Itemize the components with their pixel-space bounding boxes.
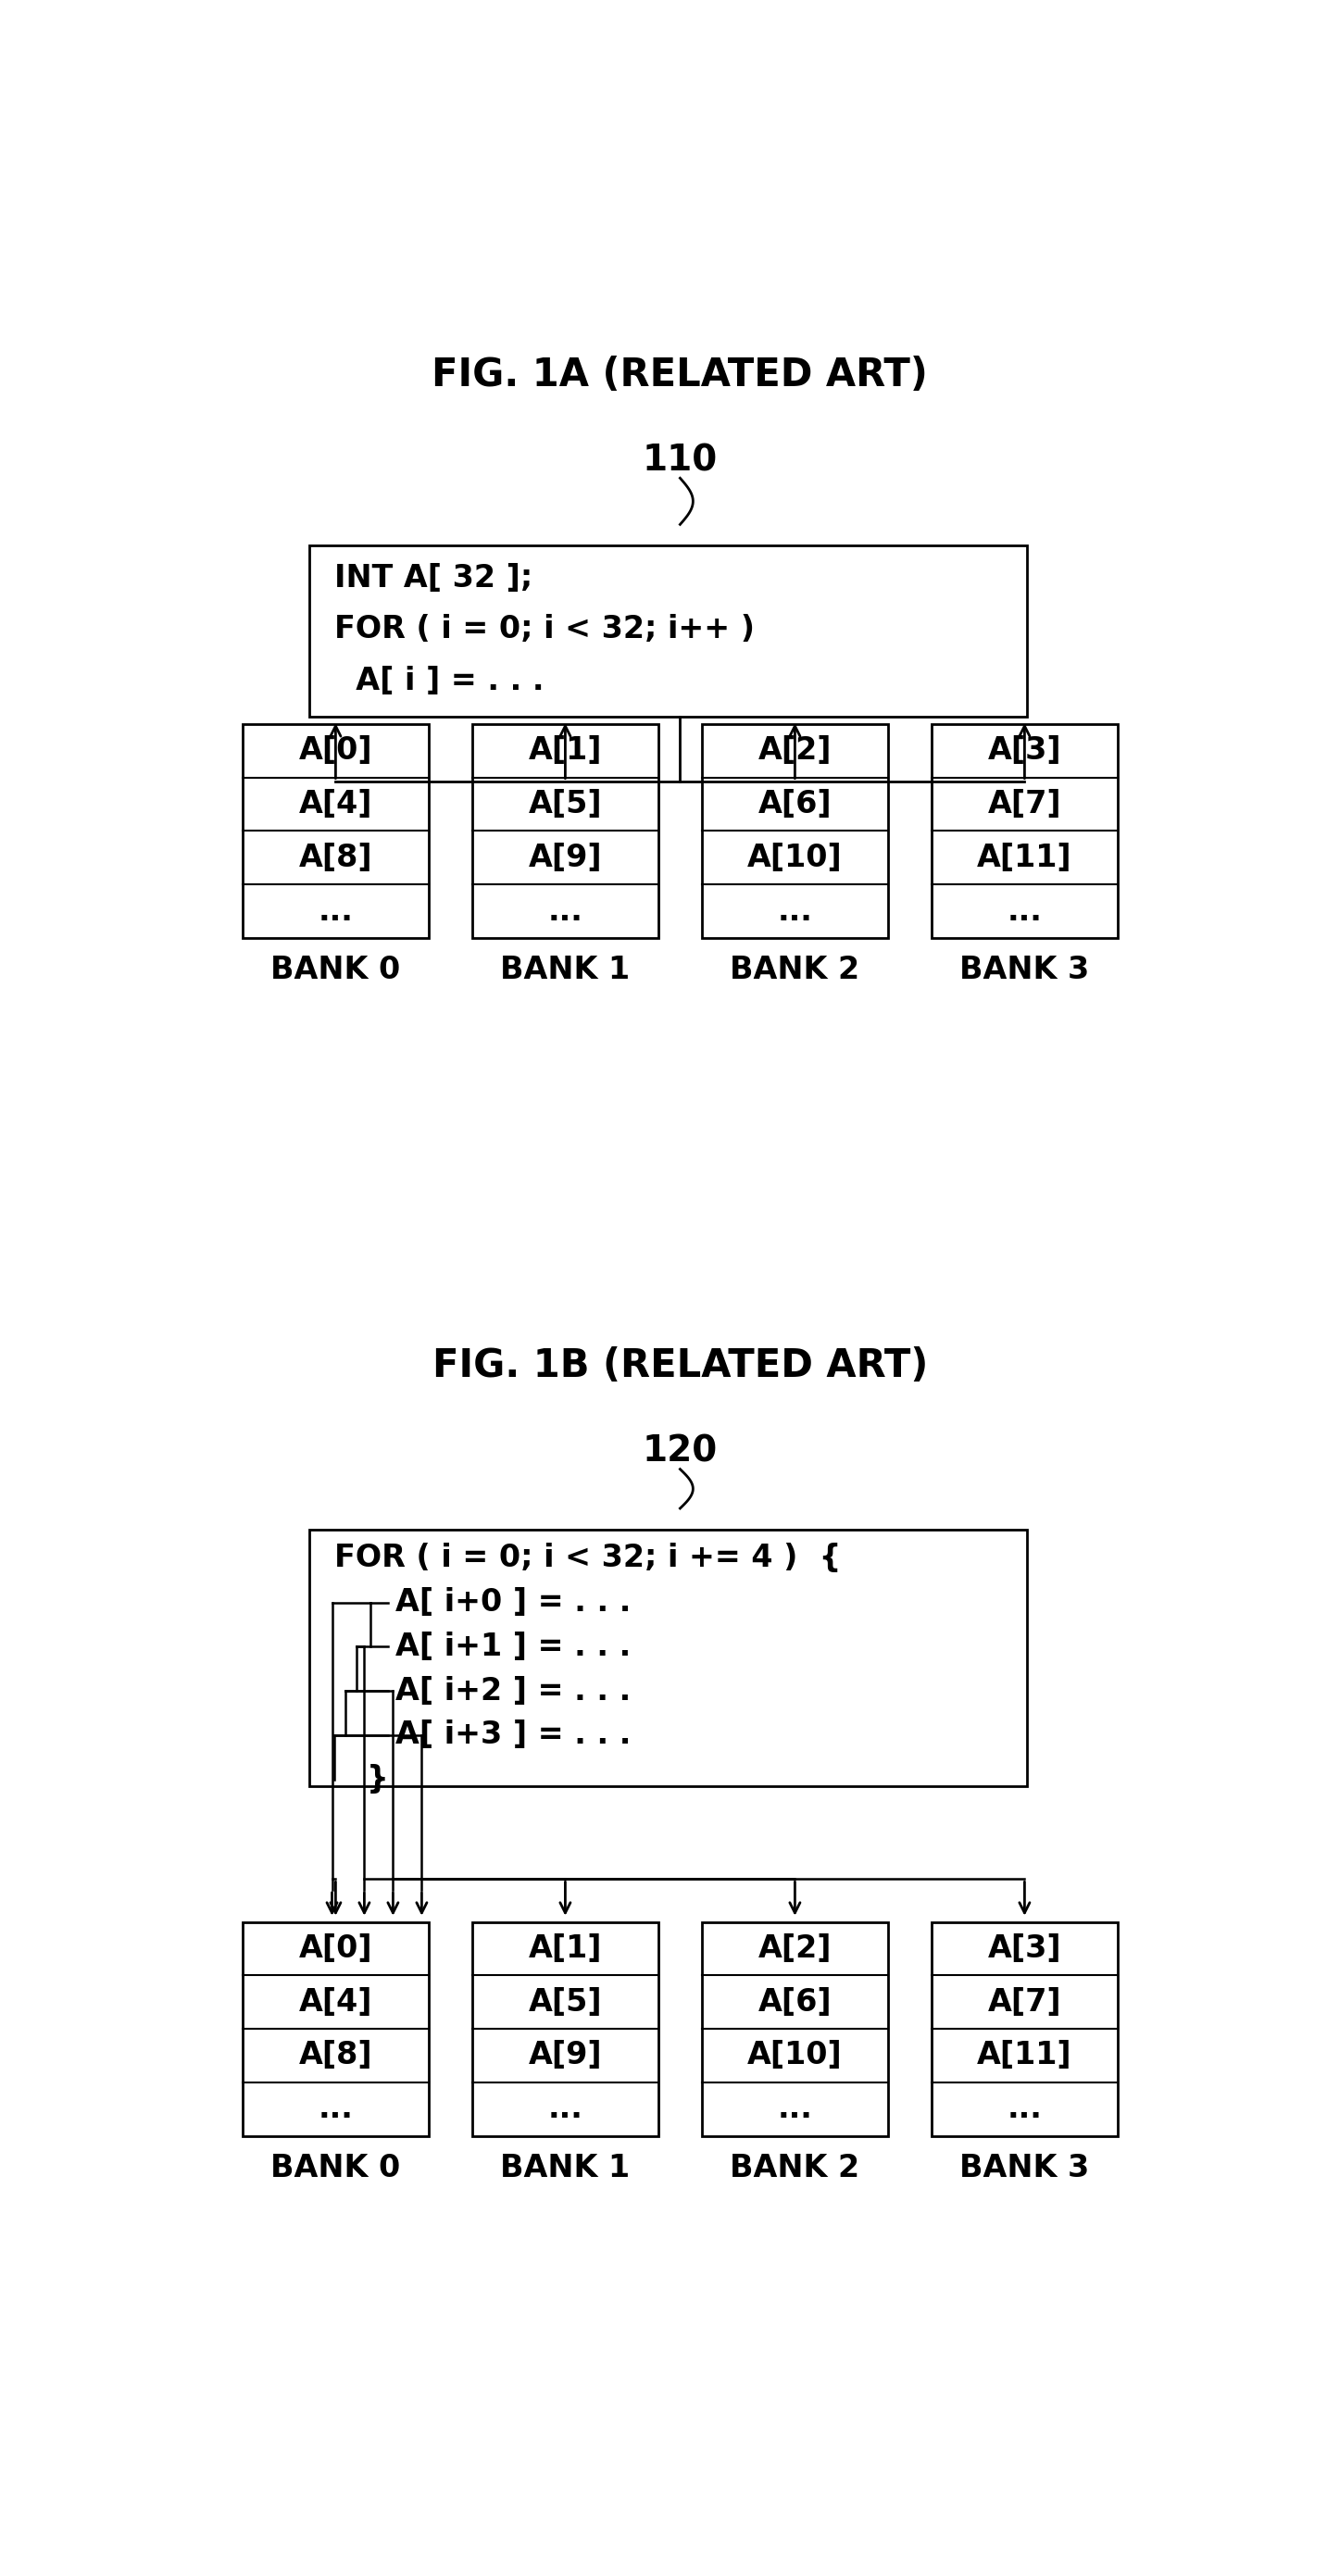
Bar [702,1922,888,2136]
Text: 110: 110 [642,443,718,479]
Text: A[ i+2 ] = . . .: A[ i+2 ] = . . . [395,1674,630,1705]
Bar [472,724,658,938]
Bar [309,546,1027,716]
Text: A[4]: A[4] [299,1986,373,2017]
Bar [243,724,429,938]
Text: A[11]: A[11] [977,842,1072,873]
Bar [243,1922,429,2136]
Text: A[2]: A[2] [758,737,832,765]
Text: A[3]: A[3] [987,1935,1062,1963]
Bar [932,1922,1117,2136]
Text: BANK 0: BANK 0 [271,2154,401,2182]
Text: }: } [366,1765,389,1795]
Text: A[8]: A[8] [299,842,373,873]
Text: A[6]: A[6] [758,788,832,819]
Text: INT A[ 32 ];: INT A[ 32 ]; [334,562,533,592]
Text: FIG. 1B (RELATED ART): FIG. 1B (RELATED ART) [433,1347,928,1386]
Text: A[ i+1 ] = . . .: A[ i+1 ] = . . . [395,1631,630,1662]
Text: A[9]: A[9] [528,2040,602,2071]
Text: A[ i+3 ] = . . .: A[ i+3 ] = . . . [395,1721,632,1749]
Text: BANK 1: BANK 1 [500,2154,630,2182]
Text: BANK 0: BANK 0 [271,956,401,987]
Text: A[6]: A[6] [758,1986,832,2017]
Text: ...: ... [318,896,353,927]
Text: ...: ... [778,2094,812,2125]
Bar [309,1530,1027,1785]
Text: A[8]: A[8] [299,2040,373,2071]
Text: A[4]: A[4] [299,788,373,819]
Text: A[7]: A[7] [987,1986,1062,2017]
Text: ...: ... [548,2094,583,2125]
Text: A[3]: A[3] [987,737,1062,765]
Text: A[7]: A[7] [987,788,1062,819]
Text: FOR ( i = 0; i < 32; i++ ): FOR ( i = 0; i < 32; i++ ) [334,613,755,644]
Text: A[5]: A[5] [528,788,602,819]
Text: A[11]: A[11] [977,2040,1072,2071]
Text: ...: ... [778,896,812,927]
Text: A[1]: A[1] [528,737,602,765]
Text: 120: 120 [642,1435,718,1468]
Bar [932,724,1117,938]
Text: BANK 3: BANK 3 [959,956,1089,987]
Text: ...: ... [318,2094,353,2125]
Text: A[ i+0 ] = . . .: A[ i+0 ] = . . . [395,1587,632,1618]
Text: ...: ... [548,896,583,927]
Text: A[0]: A[0] [299,737,373,765]
Text: FOR ( i = 0; i < 32; i += 4 )  {: FOR ( i = 0; i < 32; i += 4 ) { [334,1543,841,1574]
Text: A[10]: A[10] [747,2040,843,2071]
Text: A[2]: A[2] [758,1935,832,1963]
Text: A[9]: A[9] [528,842,602,873]
Text: A[ i ] = . . .: A[ i ] = . . . [334,665,544,696]
Text: BANK 2: BANK 2 [730,956,860,987]
Text: BANK 1: BANK 1 [500,956,630,987]
Bar [702,724,888,938]
Text: ...: ... [1007,896,1042,927]
Text: A[1]: A[1] [528,1935,602,1963]
Text: A[0]: A[0] [299,1935,373,1963]
Text: ...: ... [1007,2094,1042,2125]
Text: A[10]: A[10] [747,842,843,873]
Text: FIG. 1A (RELATED ART): FIG. 1A (RELATED ART) [433,355,928,394]
Text: A[5]: A[5] [528,1986,602,2017]
Text: BANK 2: BANK 2 [730,2154,860,2182]
Bar [472,1922,658,2136]
Text: BANK 3: BANK 3 [959,2154,1089,2182]
